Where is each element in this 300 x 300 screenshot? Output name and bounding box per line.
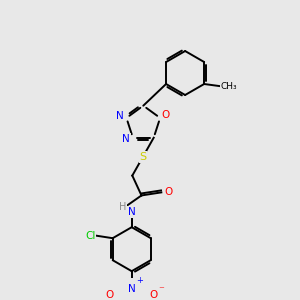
Text: ⁻: ⁻: [159, 286, 164, 296]
Text: N: N: [128, 207, 136, 217]
Text: O: O: [150, 290, 158, 300]
Text: N: N: [122, 134, 130, 144]
Text: S: S: [140, 152, 147, 162]
Text: O: O: [164, 188, 172, 197]
Text: O: O: [106, 290, 114, 300]
Text: CH₃: CH₃: [221, 82, 238, 91]
Text: H: H: [119, 202, 126, 212]
Text: O: O: [161, 110, 170, 120]
Text: N: N: [116, 111, 124, 122]
Text: +: +: [136, 276, 143, 285]
Text: N: N: [128, 284, 136, 294]
Text: Cl: Cl: [85, 231, 95, 241]
